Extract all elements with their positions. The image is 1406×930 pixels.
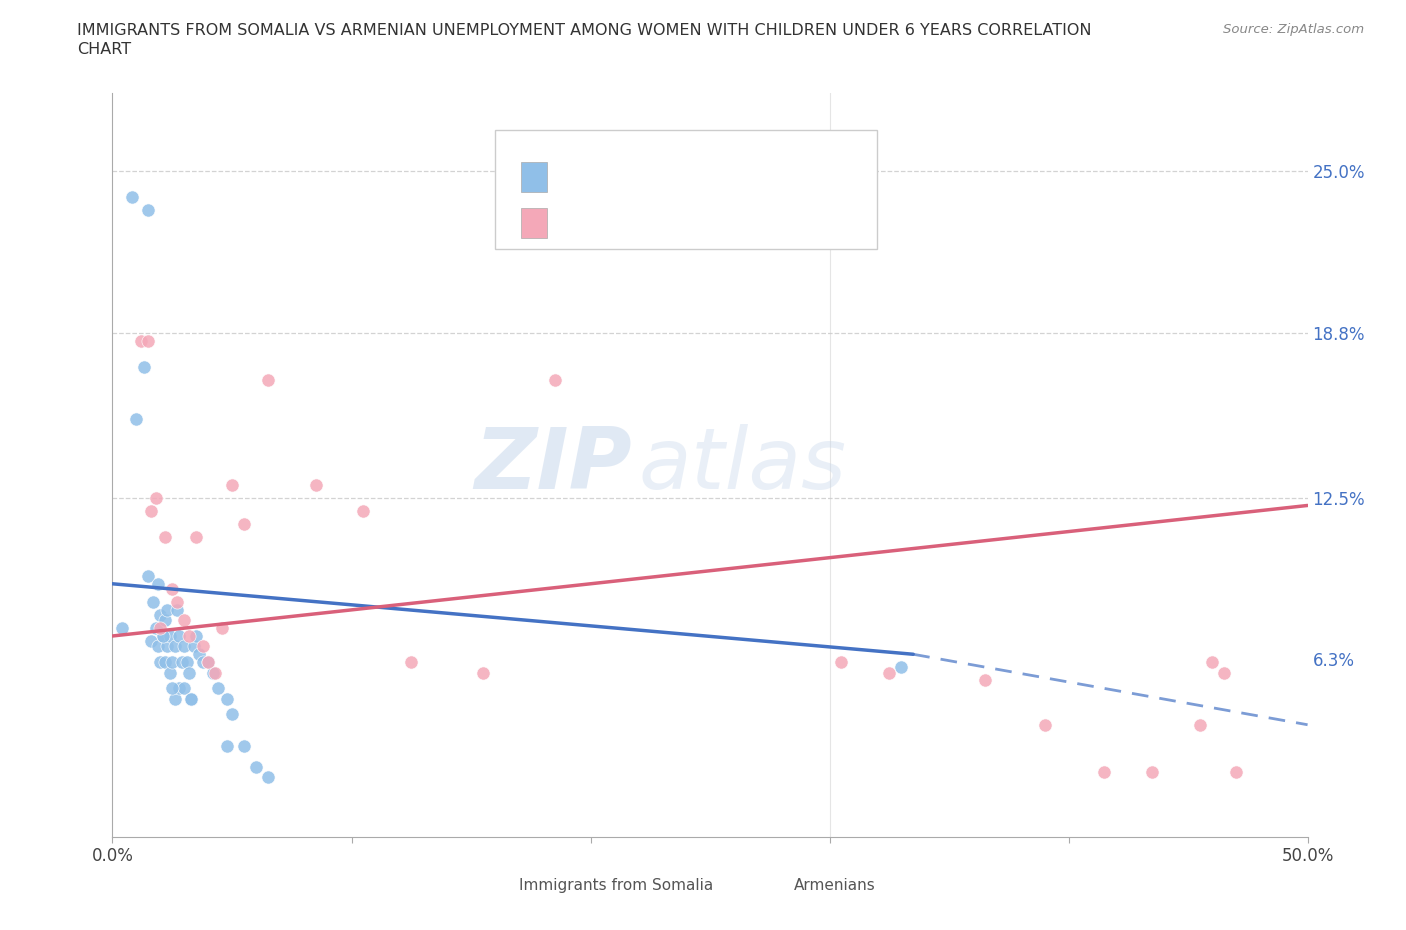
Point: [149, 607, 172, 622]
Point: [193, 655, 215, 670]
Point: [245, 759, 267, 774]
Point: [197, 655, 219, 670]
Point: [197, 655, 219, 670]
Point: [193, 639, 215, 654]
Point: [166, 603, 188, 618]
Text: Armenians: Armenians: [794, 878, 876, 893]
Point: [257, 769, 280, 784]
Point: [890, 660, 912, 675]
Point: [233, 516, 256, 531]
Point: [153, 655, 176, 670]
Bar: [522, 208, 547, 238]
Point: [146, 577, 169, 591]
Text: ZIP: ZIP: [475, 423, 633, 507]
Point: [163, 639, 186, 654]
Point: [139, 503, 162, 518]
Point: [111, 620, 134, 635]
Point: [152, 629, 174, 644]
Text: IMMIGRANTS FROM SOMALIA VS ARMENIAN UNEMPLOYMENT AMONG WOMEN WITH CHILDREN UNDER: IMMIGRANTS FROM SOMALIA VS ARMENIAN UNEM…: [77, 23, 1092, 38]
Point: [162, 655, 183, 670]
Text: R = -0.089  N = 49: R = -0.089 N = 49: [562, 168, 720, 186]
Point: [159, 665, 181, 680]
Point: [169, 681, 191, 696]
Point: [233, 738, 256, 753]
Point: [125, 412, 148, 427]
Point: [163, 691, 186, 706]
Point: [1189, 717, 1212, 732]
Point: [543, 373, 565, 388]
Point: [1213, 665, 1236, 680]
Point: [879, 665, 901, 680]
Text: Immigrants from Somalia: Immigrants from Somalia: [519, 878, 713, 893]
Point: [831, 655, 853, 670]
Point: [201, 665, 224, 680]
Point: [401, 655, 423, 670]
Bar: [752, 876, 782, 898]
Point: [180, 691, 202, 706]
Point: [1094, 764, 1116, 779]
Point: [121, 190, 143, 205]
Point: [149, 655, 172, 670]
Point: [472, 665, 495, 680]
Point: [1225, 764, 1247, 779]
Point: [138, 334, 160, 349]
Point: [162, 581, 183, 596]
Point: [169, 629, 191, 644]
Point: [211, 620, 233, 635]
Point: [156, 639, 179, 654]
Point: [173, 681, 195, 696]
Point: [145, 620, 167, 635]
Point: [142, 594, 165, 609]
Point: [176, 655, 198, 670]
Point: [138, 203, 160, 218]
Point: [129, 334, 152, 349]
Point: [221, 707, 243, 722]
Point: [145, 490, 167, 505]
Point: [159, 629, 181, 644]
Text: CHART: CHART: [77, 42, 131, 57]
Point: [1142, 764, 1164, 779]
Point: [146, 639, 169, 654]
Point: [217, 691, 239, 706]
Point: [162, 681, 183, 696]
Point: [170, 655, 193, 670]
Point: [153, 613, 176, 628]
Text: Source: ZipAtlas.com: Source: ZipAtlas.com: [1223, 23, 1364, 36]
Text: R =   0.182  N = 33: R = 0.182 N = 33: [562, 214, 724, 232]
Point: [217, 738, 239, 753]
Point: [149, 620, 172, 635]
Point: [221, 477, 243, 492]
Point: [207, 681, 229, 696]
Point: [257, 373, 280, 388]
Point: [974, 673, 997, 688]
Point: [132, 360, 155, 375]
Point: [186, 629, 208, 644]
Point: [1201, 655, 1223, 670]
Point: [1033, 717, 1056, 732]
Bar: [477, 876, 508, 898]
FancyBboxPatch shape: [495, 130, 877, 249]
Point: [186, 529, 208, 544]
Point: [173, 613, 195, 628]
Point: [352, 503, 374, 518]
Point: [180, 691, 202, 706]
Point: [166, 594, 188, 609]
Point: [305, 477, 328, 492]
Point: [153, 529, 176, 544]
Point: [183, 639, 205, 654]
Point: [177, 665, 200, 680]
Point: [156, 603, 179, 618]
Bar: [522, 163, 547, 193]
Point: [139, 633, 162, 648]
Point: [173, 639, 195, 654]
Point: [177, 629, 200, 644]
Point: [138, 568, 160, 583]
Point: [187, 647, 209, 662]
Text: atlas: atlas: [638, 423, 846, 507]
Point: [204, 665, 226, 680]
Point: [152, 629, 174, 644]
